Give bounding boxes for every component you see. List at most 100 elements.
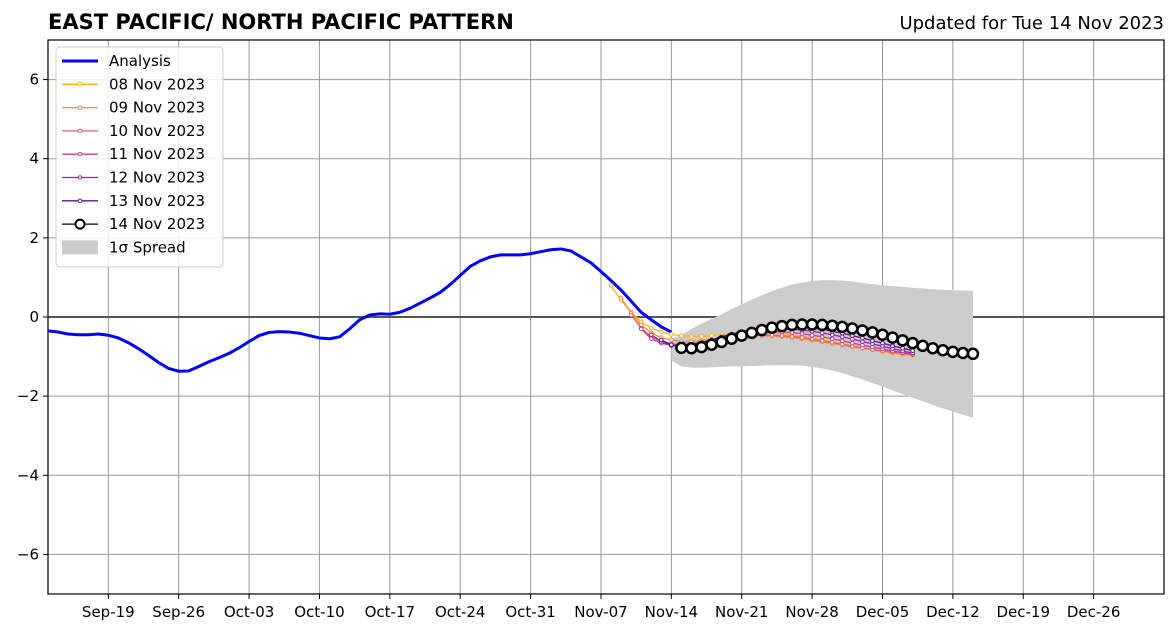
forecast-point	[669, 342, 674, 348]
legend-swatch-spread	[62, 240, 98, 255]
forecast-point	[819, 334, 825, 340]
forecast-point	[886, 331, 899, 344]
plot-frame	[47, 39, 1165, 595]
forecast-point	[809, 332, 815, 338]
y-tick-label: 0	[29, 308, 39, 326]
forecast-point	[628, 312, 634, 318]
x-tick-label: Oct-17	[365, 603, 415, 621]
forecast-point	[809, 336, 815, 342]
chart-title: EAST PACIFIC/ NORTH PACIFIC PATTERN	[48, 10, 514, 34]
x-tick-label: Nov-28	[785, 603, 838, 621]
forecast-point	[880, 340, 885, 346]
legend-label: 12 Nov 2023	[109, 169, 205, 187]
y-tick-label: 2	[29, 229, 39, 247]
forecast-point	[715, 335, 728, 349]
forecast-point	[910, 348, 915, 353]
forecast-point	[839, 338, 845, 344]
forecast-point	[829, 340, 835, 345]
forecast-point	[846, 322, 859, 335]
legend-label: 08 Nov 2023	[109, 75, 205, 93]
y-tick-label: 4	[29, 150, 39, 168]
x-tick-label: Oct-24	[435, 603, 485, 621]
forecast-point	[900, 345, 905, 351]
x-tick-label: Oct-10	[294, 603, 344, 621]
x-tick-label: Nov-21	[715, 603, 768, 621]
forecast-point	[956, 346, 970, 360]
forecast-point	[799, 335, 805, 340]
forecast-point	[658, 329, 664, 335]
plot-area: −6 −4 −2 0 2 4 6 Sep-19 Sep-26 Oct-03 Oct-10 Oct-17…	[17, 39, 1165, 621]
forecast-point	[819, 338, 825, 344]
x-tick-label: Dec-05	[856, 603, 910, 621]
legend-swatch-marker	[77, 198, 83, 204]
legend-label: 14 Nov 2023	[109, 215, 205, 233]
forecast-point	[829, 332, 835, 338]
legend-label: 11 Nov 2023	[109, 145, 205, 163]
forecast-point	[618, 295, 624, 301]
y-tick-label: 6	[29, 71, 39, 89]
forecast-point	[856, 324, 869, 337]
forecast-point	[870, 338, 875, 344]
forecast-point	[735, 329, 748, 342]
x-tick-label: Sep-19	[82, 603, 135, 621]
legend-swatch-marker	[77, 128, 83, 134]
forecast-point	[860, 342, 865, 348]
forecast-point	[648, 336, 654, 342]
forecast-point	[779, 333, 785, 338]
forecast-point	[669, 337, 674, 343]
forecast-point	[785, 318, 799, 332]
forecast-point	[906, 336, 919, 350]
y-tick-label: −6	[17, 545, 39, 563]
forecast-point	[745, 326, 759, 340]
forecast-point	[819, 330, 825, 336]
forecast-point	[850, 336, 855, 342]
forecast-point	[966, 347, 980, 361]
forecast-point	[825, 319, 839, 332]
forecast-point	[705, 338, 718, 351]
x-tick-label: Oct-31	[505, 603, 555, 621]
legend-box	[55, 46, 224, 268]
legend-swatch-marker	[77, 151, 83, 157]
forecast-point	[789, 334, 795, 339]
legend-swatch-marker	[77, 175, 83, 180]
forecast-point	[926, 342, 940, 355]
forecast-point	[679, 333, 684, 338]
forecast-point	[836, 320, 849, 334]
legend-swatch-marker	[77, 105, 83, 110]
forecast-point	[896, 334, 909, 347]
forecast-point	[689, 334, 694, 339]
forecast-point	[805, 318, 819, 331]
forecast-point	[709, 333, 714, 338]
x-tick-label: Nov-14	[645, 603, 698, 621]
forecast-point	[725, 332, 738, 346]
y-tick-label: −2	[17, 387, 39, 405]
forecast-point	[839, 334, 845, 340]
forecast-point	[795, 318, 809, 331]
forecast-point	[675, 341, 688, 355]
forecast-point	[648, 332, 654, 338]
forecast-point	[765, 321, 779, 334]
legend-label: 1σ Spread	[109, 238, 186, 256]
forecast-point	[685, 342, 698, 355]
forecast-point	[638, 326, 644, 332]
forecast-point	[876, 328, 889, 342]
y-tick-label: −4	[17, 466, 39, 484]
legend-label: 09 Nov 2023	[109, 99, 205, 117]
forecast-point	[799, 331, 805, 336]
forecast-point	[775, 319, 789, 333]
updated-label: Updated for Tue 14 Nov 2023	[899, 13, 1164, 34]
analysis-line	[47, 247, 673, 373]
forecast-point	[699, 334, 704, 339]
forecast-point	[936, 343, 950, 357]
forecast-point	[669, 332, 674, 337]
forecast-point	[866, 326, 879, 339]
legend-swatch-marker	[77, 82, 83, 87]
forecast-point	[916, 339, 929, 353]
legend: Analysis 08 Nov 2023 09 Nov 2023 10 Nov 202…	[55, 46, 224, 268]
forecast-point	[815, 318, 829, 332]
legend-label: 13 Nov 2023	[109, 192, 205, 210]
legend-label: 10 Nov 2023	[109, 122, 205, 140]
forecast-point	[946, 345, 960, 359]
forecast-point	[608, 283, 614, 288]
